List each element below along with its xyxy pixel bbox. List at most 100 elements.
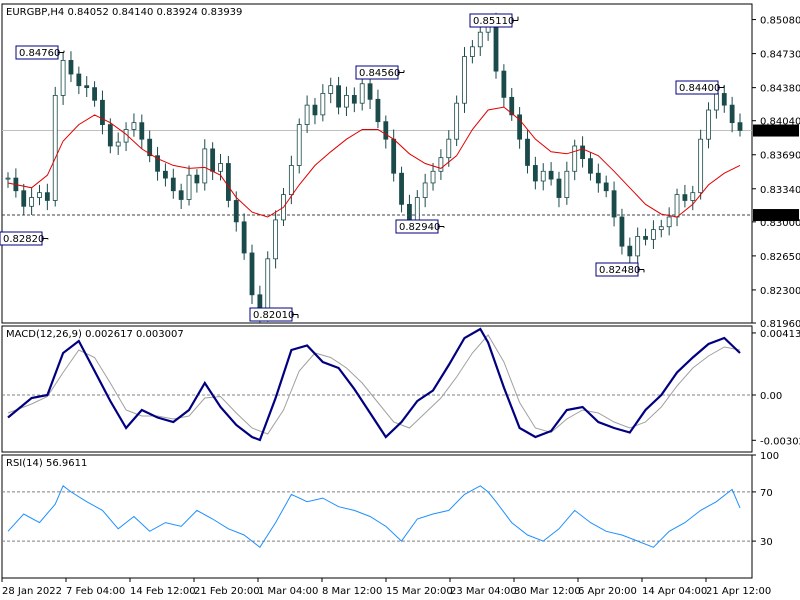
candle-body (210, 148, 216, 172)
main-y-tick-label: 0.84040 (760, 117, 800, 128)
candle-body (721, 93, 727, 106)
candle (21, 183, 27, 216)
candle (737, 113, 743, 137)
candle (595, 163, 601, 193)
candle-body (76, 73, 82, 87)
macd-title: MACD(12,26,9) 0.002617 0.003007 (6, 329, 184, 340)
candle-body (501, 70, 507, 98)
candle-body (163, 170, 168, 179)
candle-body (344, 95, 349, 108)
candle-body (84, 85, 90, 89)
candle (375, 89, 381, 129)
x-tick-label: 1 Mar 04:00 (258, 586, 318, 597)
main-chart-title: EURGBP,H4 0.84052 0.84140 0.83924 0.8393… (6, 7, 242, 18)
moving-average-line (7, 106, 741, 218)
candle-body (682, 194, 688, 201)
candle (682, 184, 688, 208)
rsi-y-tick-label: 100 (760, 451, 779, 462)
candle (241, 213, 247, 260)
main-y-tick-label: 0.82650 (760, 252, 800, 263)
candle-body (225, 163, 231, 201)
candle-body (139, 122, 145, 140)
candle-body (155, 155, 160, 172)
candle-body (595, 172, 601, 184)
candle-body (525, 138, 530, 166)
candle (548, 162, 554, 186)
candle-body (462, 56, 467, 104)
candle-body (202, 148, 208, 184)
candle (619, 208, 625, 255)
candle (312, 98, 318, 125)
candle-body (241, 221, 247, 254)
candle-body (115, 141, 121, 147)
candle-body (469, 46, 475, 57)
annotation-label: 0.82940 (399, 222, 440, 233)
candle (367, 76, 373, 110)
candle (320, 84, 326, 122)
candle-body (627, 245, 633, 257)
candle (60, 52, 66, 105)
annotation-label: 0.84560 (359, 68, 400, 79)
candle-body (296, 124, 302, 166)
candle (296, 118, 302, 174)
candle (273, 210, 279, 269)
candle-body (643, 236, 648, 240)
candle-body (320, 93, 326, 116)
annotation-label: 0.85110 (473, 16, 514, 27)
candle-body (391, 138, 397, 174)
candle-body (414, 197, 420, 223)
candle (100, 90, 105, 135)
candle-body (328, 85, 334, 94)
candle-body (21, 190, 27, 207)
candle (68, 51, 74, 83)
candle-body (540, 170, 546, 182)
macd-y-tick-label: -0.00302 (760, 436, 800, 447)
candle (572, 139, 578, 181)
candle-body (288, 165, 294, 196)
candle (430, 162, 436, 191)
candle (501, 64, 507, 107)
candle (186, 165, 192, 206)
candle (304, 95, 310, 133)
candle-body (194, 174, 200, 184)
candle (115, 132, 121, 155)
candle (328, 77, 334, 104)
candle-body (658, 226, 664, 231)
candle-body (5, 177, 11, 180)
candle-body (351, 95, 357, 104)
x-tick-label: 30 Mar 12:00 (514, 586, 581, 597)
macd-y-tick-label: 0.00 (760, 391, 782, 402)
candle-body (729, 104, 735, 124)
candle (517, 107, 523, 149)
x-tick-label: 7 Feb 04:00 (66, 586, 125, 597)
candle (564, 161, 570, 205)
candle (454, 95, 460, 147)
candle-body (706, 109, 711, 140)
candle-body (178, 190, 184, 200)
candle-body (233, 200, 239, 223)
candle-body (375, 98, 381, 123)
candle-body (698, 138, 704, 194)
candle-body (517, 114, 523, 140)
candle-body (147, 138, 153, 157)
candle (651, 220, 656, 249)
main-y-tick-label: 0.81960 (760, 319, 800, 330)
candle-body (446, 138, 452, 159)
candle (588, 152, 593, 181)
candle-body (37, 192, 42, 198)
candle (351, 87, 357, 113)
candle (643, 228, 648, 246)
candle (202, 139, 208, 191)
candle (580, 136, 585, 168)
main-y-tick-label: 0.83000 (760, 218, 800, 229)
candle-body (548, 170, 554, 180)
candle-body (68, 60, 74, 75)
candle-body (564, 170, 570, 198)
candle (729, 96, 735, 133)
candle-body (690, 192, 696, 201)
candle-body (619, 216, 625, 247)
candle-body (367, 83, 373, 100)
rsi-line (7, 485, 741, 549)
candle-body (572, 145, 578, 172)
